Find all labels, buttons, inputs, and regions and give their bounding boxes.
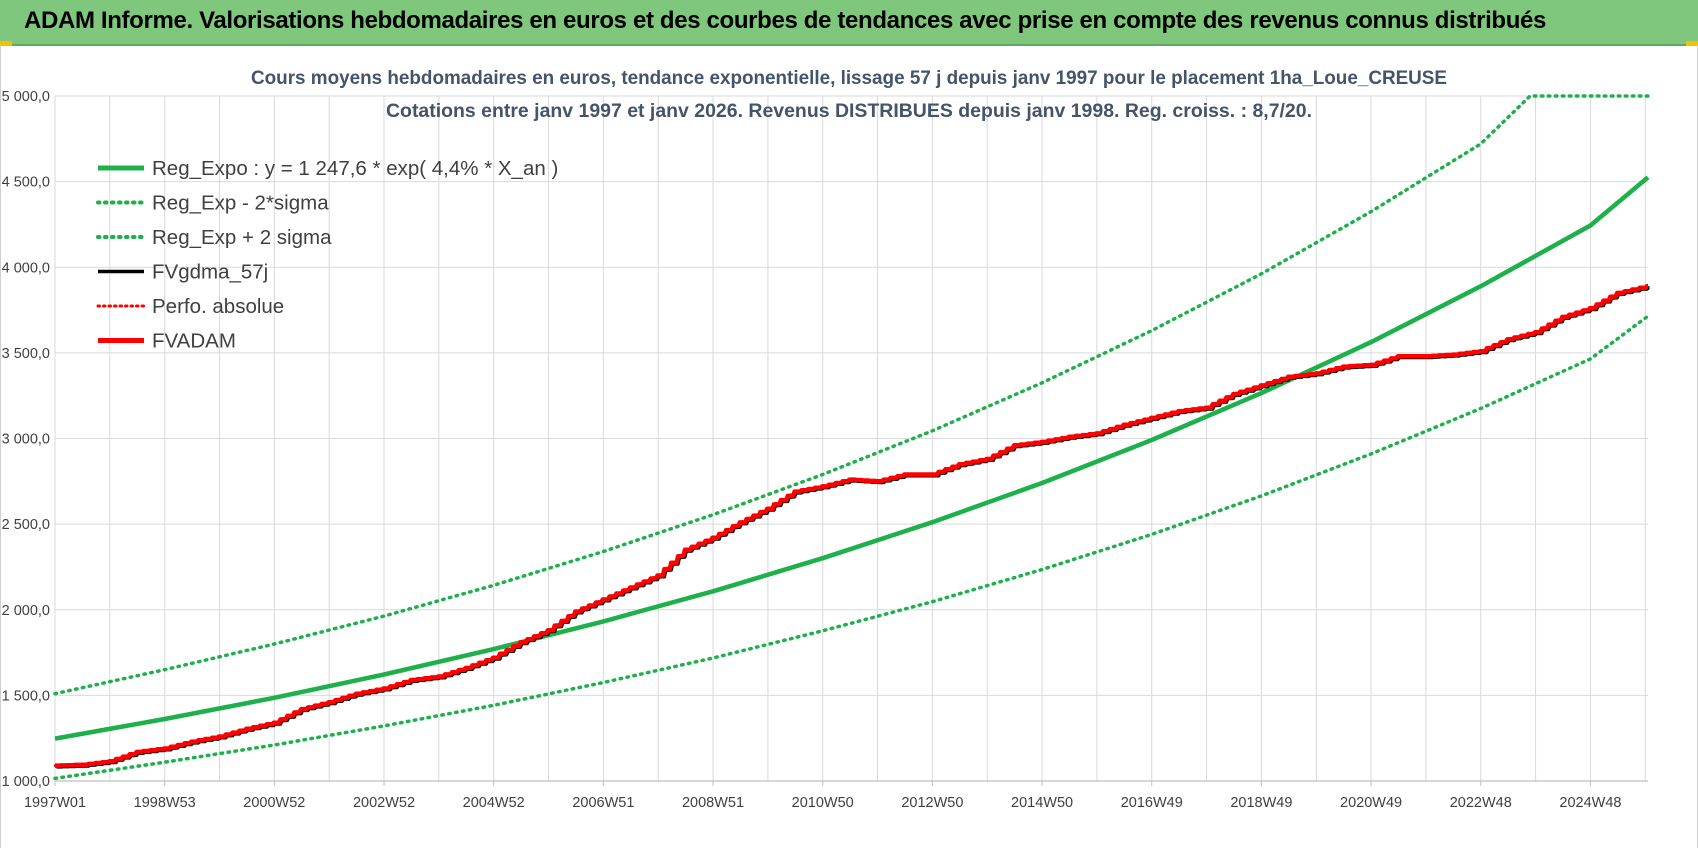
x-tick-label: 2022W48 [1450, 795, 1512, 811]
legend[interactable]: Reg_Expo : y = 1 247,6 * exp( 4,4% * X_a… [96, 157, 558, 353]
y-tick-label: 2 500,0 [2, 517, 50, 533]
legend-label-4: Perfo. absolue [152, 295, 284, 318]
tick-labels: 1 000,0 1 500,0 2 000,0 2 500,0 3 000,0 3 500… [2, 89, 1622, 811]
y-tick-label: 3 500,0 [2, 346, 50, 362]
y-tick-label: 5 000,0 [2, 89, 50, 105]
x-tick-label: 1998W53 [134, 795, 196, 811]
series-line-5 [55, 283, 1650, 768]
corner-marker-left [0, 41, 12, 46]
corner-marker-right [1686, 41, 1698, 46]
report-title: ADAM Informe. Valorisations hebdomadaire… [24, 7, 1546, 34]
legend-label-3: FVgdma_57j [152, 261, 268, 284]
x-tick-label: 2016W49 [1121, 795, 1183, 811]
x-tick-label: 2002W52 [353, 795, 415, 811]
x-tick-label: 2020W49 [1340, 795, 1402, 811]
axes [54, 96, 1648, 782]
x-tick-label: 2014W50 [1011, 795, 1073, 811]
x-tick-label: 2018W49 [1230, 795, 1292, 811]
series-line-2 [53, 94, 1650, 696]
legend-label-0: Reg_Expo : y = 1 247,6 * exp( 4,4% * X_a… [152, 157, 558, 180]
valuation-chart: 1 000,0 1 500,0 2 000,0 2 500,0 3 000,0 3 500… [2, 67, 1651, 811]
x-tick-label: 2012W50 [901, 795, 963, 811]
chart-title-line1: Cours moyens hebdomadaires en euros, ten… [251, 67, 1447, 89]
y-tick-label: 1 000,0 [2, 774, 50, 790]
legend-label-1: Reg_Exp - 2*sigma [152, 192, 329, 215]
series-group [53, 94, 1651, 781]
y-tick-label: 4 500,0 [2, 175, 50, 191]
x-tick-label: 2000W52 [243, 795, 305, 811]
y-tick-label: 2 000,0 [2, 603, 50, 619]
y-tick-label: 3 000,0 [2, 432, 50, 448]
series-line-0 [54, 175, 1650, 741]
chart-title-line2: Cotations entre janv 1997 et janv 2026. … [386, 100, 1312, 122]
y-tick-label: 4 000,0 [2, 260, 50, 276]
x-tick-label: 2008W51 [682, 795, 744, 811]
y-tick-label: 1 500,0 [2, 688, 50, 704]
x-tick-label: 2006W51 [572, 795, 634, 811]
x-tick-label: 2004W52 [463, 795, 525, 811]
x-tick-label: 2024W48 [1559, 795, 1621, 811]
x-tick-label: 1997W01 [24, 795, 86, 811]
legend-label-2: Reg_Exp + 2 sigma [152, 226, 332, 249]
legend-label-5: FVADAM [152, 330, 236, 353]
x-tick-label: 2010W50 [792, 795, 854, 811]
series-line-1 [53, 314, 1650, 781]
report-header: ADAM Informe. Valorisations hebdomadaire… [0, 0, 1698, 46]
